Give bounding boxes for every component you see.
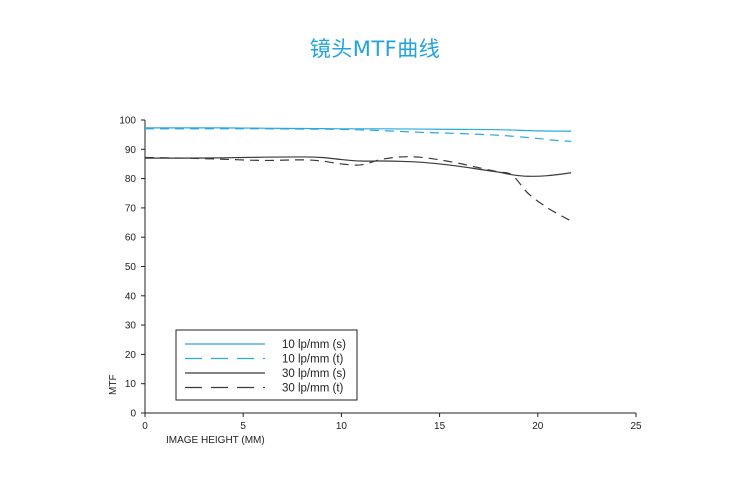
x-tick-label: 15: [434, 421, 446, 432]
y-tick-label: 80: [125, 174, 137, 185]
series-layer: [144, 127, 572, 222]
y-tick-label: 40: [125, 291, 137, 302]
series-line-4: [144, 156, 572, 222]
legend: 10 lp/mm (s) 10 lp/mm (t) 30 lp/mm (s) 30 l…: [175, 329, 358, 401]
legend-label-4: 30 lp/mm (t): [282, 383, 344, 395]
x-tick-label: 10: [336, 421, 348, 432]
y-axis-label: MTF: [108, 374, 119, 395]
series-line-2: [145, 128, 572, 142]
series-line-1: [145, 127, 572, 132]
y-tick-label: 90: [125, 145, 137, 156]
axis-ticks: 0 10 20 30 40 50 60 70 80 90 100 0 5 10 15 20 25: [119, 116, 642, 433]
x-tick-label: 0: [142, 421, 148, 432]
y-tick-label: 100: [119, 116, 136, 127]
legend-label-3: 30 lp/mm (s): [282, 368, 346, 380]
y-tick-label: 70: [125, 203, 137, 214]
y-tick-label: 0: [130, 409, 136, 420]
y-tick-label: 20: [125, 350, 137, 361]
y-tick-label: 60: [125, 233, 137, 244]
legend-label-2: 10 lp/mm (t): [282, 354, 344, 366]
legend-label-1: 10 lp/mm (s): [282, 339, 346, 351]
legend-box: [175, 329, 358, 401]
y-tick-label: 30: [125, 321, 137, 332]
y-tick-label: 10: [125, 379, 137, 390]
series-line-3: [144, 156, 572, 177]
x-tick-label: 20: [532, 421, 544, 432]
x-tick-label: 25: [630, 421, 642, 432]
x-axis-label: IMAGE HEIGHT (MM): [166, 435, 265, 446]
chart-title: 镜头MTF曲线: [309, 37, 441, 61]
y-tick-label: 50: [125, 262, 137, 273]
x-tick-label: 5: [240, 421, 246, 432]
